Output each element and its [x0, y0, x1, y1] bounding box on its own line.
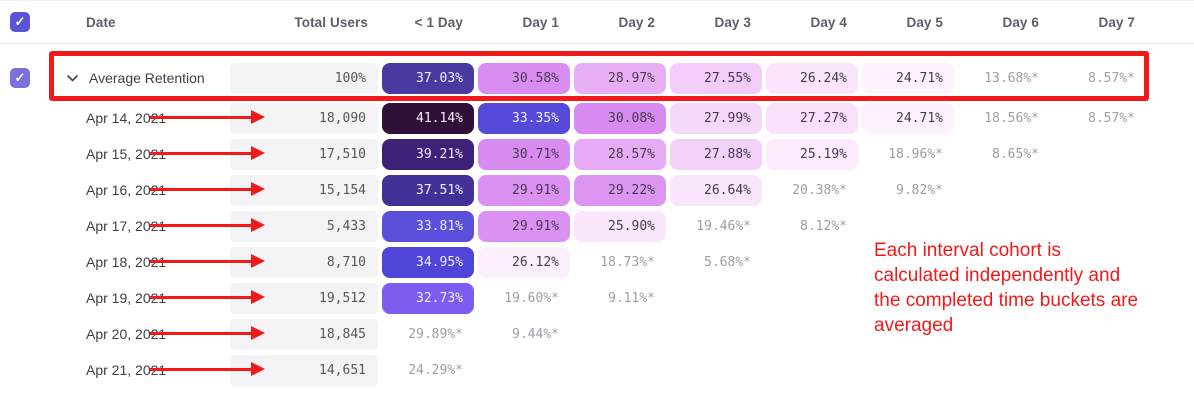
retention-cell[interactable]: 29.91%	[478, 174, 570, 206]
row-date-label: Apr 21, 2021	[86, 362, 167, 378]
retention-cell[interactable]: 41.14%	[382, 102, 474, 134]
total-users-cell: 100%	[230, 62, 378, 94]
retention-cell[interactable]: 37.03%	[382, 62, 474, 94]
column-header-day7: Day 7	[1098, 14, 1135, 30]
table-row: Apr 21, 2021 14,651 24.29%*	[0, 352, 1194, 388]
retention-cell[interactable]: 30.08%	[574, 102, 666, 134]
checkmark-icon: ✓	[14, 14, 26, 29]
table-row: Apr 19, 2021 19,512 32.73% 19.60%* 9.11%*	[0, 280, 1194, 316]
retention-cell: 19.60%*	[504, 290, 559, 306]
column-header-lt1day: < 1 Day	[414, 14, 463, 30]
total-users-cell: 17,510	[230, 138, 378, 170]
checkmark-icon: ✓	[14, 70, 26, 85]
retention-cell[interactable]: 26.64%	[670, 174, 762, 206]
average-retention-label: Average Retention	[89, 70, 205, 86]
retention-cell[interactable]: 29.91%	[478, 210, 570, 242]
retention-cell[interactable]: 32.73%	[382, 282, 474, 314]
row-date-label: Apr 20, 2021	[86, 326, 167, 342]
column-header-day1: Day 1	[522, 14, 559, 30]
row-date-label: Apr 14, 2021	[86, 110, 167, 126]
row-date-label: Apr 19, 2021	[86, 290, 167, 306]
retention-cell: 5.68%*	[704, 254, 751, 270]
retention-cell: 9.11%*	[608, 290, 655, 306]
retention-cell: 18.96%*	[888, 146, 943, 162]
retention-cell[interactable]: 28.57%	[574, 138, 666, 170]
retention-cell[interactable]: 27.55%	[670, 62, 762, 94]
retention-cell[interactable]: 25.90%	[574, 210, 666, 242]
retention-cell: 19.46%*	[696, 218, 751, 234]
retention-cell[interactable]: 39.21%	[382, 138, 474, 170]
column-header-day6: Day 6	[1002, 14, 1039, 30]
table-row: Apr 18, 2021 8,710 34.95% 26.12% 18.73%* 5.68…	[0, 244, 1194, 280]
row-date-label: Apr 17, 2021	[86, 218, 167, 234]
retention-cell[interactable]: 26.12%	[478, 246, 570, 278]
retention-cell[interactable]: 30.58%	[478, 62, 570, 94]
table-header-row: ✓ Date Total Users < 1 Day Day 1 Day 2 D…	[0, 0, 1194, 44]
column-header-total-users: Total Users	[294, 14, 368, 30]
row-date-label: Apr 18, 2021	[86, 254, 167, 270]
retention-cell[interactable]: 24.71%	[862, 102, 954, 134]
retention-cell: 8.65%*	[992, 146, 1039, 162]
retention-cell[interactable]: 25.19%	[766, 138, 858, 170]
total-users-cell: 19,512	[230, 282, 378, 314]
column-header-day3: Day 3	[714, 14, 751, 30]
retention-cell[interactable]: 33.81%	[382, 210, 474, 242]
retention-cell: 13.68%*	[984, 70, 1039, 86]
retention-cell: 8.57%*	[1088, 110, 1135, 126]
retention-cell[interactable]: 34.95%	[382, 246, 474, 278]
total-users-cell: 18,090	[230, 102, 378, 134]
retention-cell: 18.73%*	[600, 254, 655, 270]
retention-cell: 8.12%*	[800, 218, 847, 234]
retention-cell: 8.57%*	[1088, 70, 1135, 86]
retention-cell: 24.29%*	[408, 362, 463, 378]
retention-cell[interactable]: 27.27%	[766, 102, 858, 134]
table-row: Apr 15, 2021 17,510 39.21% 30.71% 28.57% 27.8…	[0, 136, 1194, 172]
select-all-checkbox[interactable]: ✓	[10, 12, 30, 32]
table-row: Apr 14, 2021 18,090 41.14% 33.35% 30.08% 27.9…	[0, 100, 1194, 136]
retention-cell[interactable]: 24.71%	[862, 62, 954, 94]
retention-cell[interactable]: 30.71%	[478, 138, 570, 170]
chevron-down-icon[interactable]	[67, 74, 78, 82]
column-header-day2: Day 2	[618, 14, 655, 30]
average-row-checkbox[interactable]: ✓	[10, 68, 30, 88]
total-users-cell: 18,845	[230, 318, 378, 350]
column-header-day4: Day 4	[810, 14, 847, 30]
retention-cell: 9.44%*	[512, 326, 559, 342]
table-row: Apr 20, 2021 18,845 29.89%* 9.44%*	[0, 316, 1194, 352]
table-row: Apr 17, 2021 5,433 33.81% 29.91% 25.90% 19.46…	[0, 208, 1194, 244]
column-header-day5: Day 5	[906, 14, 943, 30]
total-users-cell: 5,433	[230, 210, 378, 242]
retention-cell[interactable]: 37.51%	[382, 174, 474, 206]
total-users-cell: 8,710	[230, 246, 378, 278]
retention-cell[interactable]: 27.99%	[670, 102, 762, 134]
total-users-cell: 15,154	[230, 174, 378, 206]
retention-cell[interactable]: 27.88%	[670, 138, 762, 170]
retention-cell: 29.89%*	[408, 326, 463, 342]
retention-cell[interactable]: 28.97%	[574, 62, 666, 94]
column-header-date: Date	[86, 14, 116, 30]
retention-cell[interactable]: 29.22%	[574, 174, 666, 206]
retention-cell[interactable]: 26.24%	[766, 62, 858, 94]
retention-cell: 9.82%*	[896, 182, 943, 198]
average-retention-row: ✓ Average Retention 100% 37.03% 30.58% 28.…	[0, 56, 1194, 100]
total-users-cell: 14,651	[230, 354, 378, 386]
row-date-label: Apr 16, 2021	[86, 182, 167, 198]
retention-cell: 20.38%*	[792, 182, 847, 198]
retention-cell: 18.56%*	[984, 110, 1039, 126]
retention-cell[interactable]: 33.35%	[478, 102, 570, 134]
table-row: Apr 16, 2021 15,154 37.51% 29.91% 29.22% 26.6…	[0, 172, 1194, 208]
row-date-label: Apr 15, 2021	[86, 146, 167, 162]
